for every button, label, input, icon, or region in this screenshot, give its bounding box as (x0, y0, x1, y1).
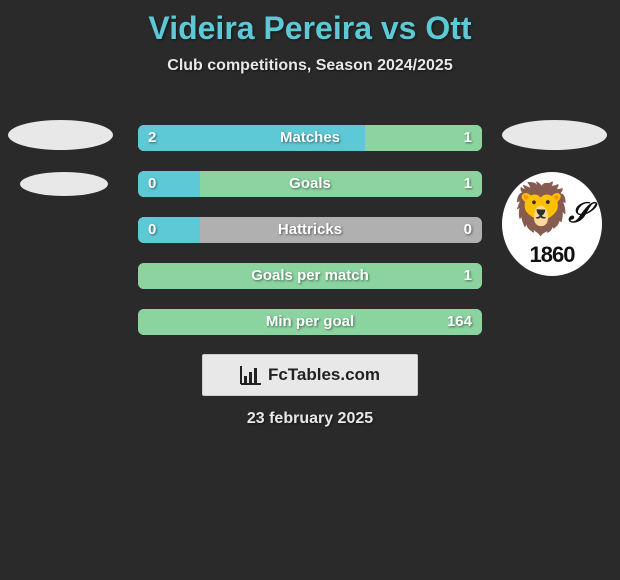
stat-bar: 1Goals per match (138, 263, 482, 289)
bar-label: Goals (138, 171, 482, 197)
club-badge-1860: 🦁 𝒮 1860 (502, 172, 602, 276)
placeholder-badge-icon (20, 172, 108, 196)
page-subtitle: Club competitions, Season 2024/2025 (0, 57, 620, 75)
comparison-bars: 21Matches 01Goals 00Hattricks 1Goals per ma… (138, 125, 482, 355)
bar-label: Hattricks (138, 217, 482, 243)
lion-icon: 🦁 (510, 184, 572, 234)
placeholder-badge-icon (8, 120, 113, 150)
placeholder-badge-icon (502, 120, 607, 150)
left-team-badges (8, 120, 118, 218)
stat-bar: 164Min per goal (138, 309, 482, 335)
fctables-label: FcTables.com (268, 365, 380, 385)
bar-chart-icon (240, 365, 262, 385)
stat-bar: 01Goals (138, 171, 482, 197)
stat-bar: 21Matches (138, 125, 482, 151)
bar-label: Min per goal (138, 309, 482, 335)
bar-label: Matches (138, 125, 482, 151)
club-year: 1860 (530, 242, 575, 268)
stat-bar: 00Hattricks (138, 217, 482, 243)
date-label: 23 february 2025 (0, 410, 620, 428)
fctables-brand[interactable]: FcTables.com (202, 354, 418, 396)
bar-label: Goals per match (138, 263, 482, 289)
club-monogram: 𝒮 (568, 197, 590, 230)
page-title: Videira Pereira vs Ott (0, 0, 620, 47)
right-team-badges: 🦁 𝒮 1860 (502, 120, 612, 276)
